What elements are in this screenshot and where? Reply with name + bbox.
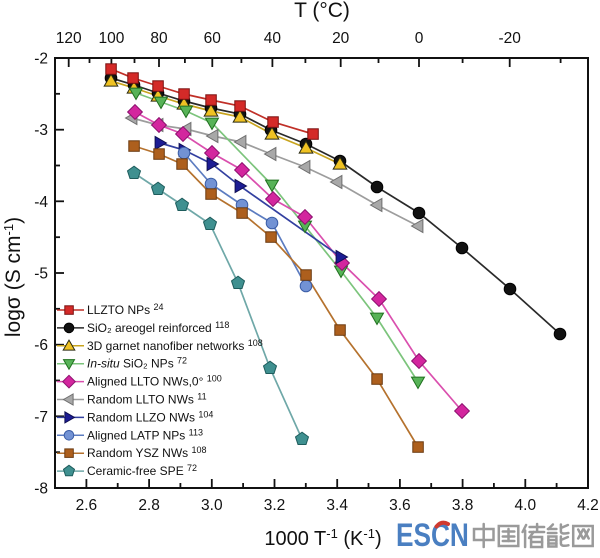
svg-text:2.6: 2.6 — [76, 497, 98, 514]
svg-text:Random LLTO NWs 11: Random LLTO NWs 11 — [87, 392, 207, 407]
svg-text:-4: -4 — [34, 194, 48, 211]
svg-text:-7: -7 — [34, 409, 48, 426]
svg-text:-3: -3 — [34, 122, 48, 139]
svg-text:-5: -5 — [34, 266, 48, 283]
svg-text:2.8: 2.8 — [138, 497, 160, 514]
svg-text:60: 60 — [204, 30, 222, 47]
svg-text:LLZTO NPs 24: LLZTO NPs 24 — [87, 302, 163, 317]
svg-text:3.4: 3.4 — [326, 497, 348, 514]
svg-text:logσ (S cm-1): logσ (S cm-1) — [1, 217, 25, 337]
svg-text:4.2: 4.2 — [577, 497, 599, 514]
svg-text:Aligned LLTO NWs,0° 100: Aligned LLTO NWs,0° 100 — [87, 374, 222, 389]
svg-text:3.2: 3.2 — [264, 497, 286, 514]
svg-text:-20: -20 — [498, 30, 521, 47]
svg-text:3.0: 3.0 — [201, 497, 223, 514]
svg-text:ESCN: ESCN — [396, 519, 469, 553]
svg-text:40: 40 — [264, 30, 282, 47]
svg-text:-6: -6 — [34, 337, 48, 354]
svg-text:0: 0 — [415, 30, 424, 47]
svg-text:Random LLZO NWs 104: Random LLZO NWs 104 — [87, 409, 213, 424]
svg-text:3D garnet nanofiber networks 1: 3D garnet nanofiber networks 108 — [87, 338, 263, 353]
svg-text:3.8: 3.8 — [452, 497, 474, 514]
svg-text:SiO₂ areogel reinforced 118: SiO₂ areogel reinforced 118 — [87, 320, 229, 335]
svg-text:4.0: 4.0 — [515, 497, 537, 514]
svg-text:In-situ SiO₂ NPs 72: In-situ SiO₂ NPs 72 — [87, 356, 187, 371]
svg-text:T (°C): T (°C) — [294, 0, 350, 22]
svg-text:120: 120 — [56, 30, 82, 47]
svg-text:3.6: 3.6 — [389, 497, 411, 514]
svg-text:80: 80 — [150, 30, 168, 47]
svg-text:20: 20 — [332, 30, 350, 47]
svg-text:-8: -8 — [34, 481, 48, 498]
svg-text:-2: -2 — [34, 51, 48, 68]
svg-text:1000 T-1 (K-1): 1000 T-1 (K-1) — [264, 526, 381, 550]
svg-text:Aligned LATP NPs 113: Aligned LATP NPs 113 — [87, 427, 203, 442]
svg-text:Ceramic-free SPE 72: Ceramic-free SPE 72 — [87, 463, 197, 478]
svg-text:Random YSZ NWs 108: Random YSZ NWs 108 — [87, 445, 207, 460]
svg-text:100: 100 — [98, 30, 124, 47]
